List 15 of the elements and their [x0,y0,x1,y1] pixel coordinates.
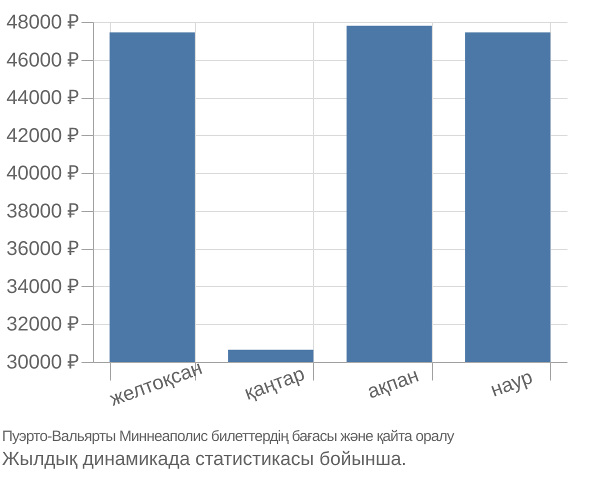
text: Жылдық динамикада статистикасы бойынша. [1,449,408,471]
text: Пуэрто-Вальярты Миннеаполис билеттердің бағасы және қайта оралу [1,428,456,445]
y-tick-label: 30000 ₽ [6,352,80,374]
y-tick-label: 36000 ₽ [6,238,80,260]
x-tick-label: қаңтар [242,362,308,405]
y-tick-label: 38000 ₽ [6,200,80,222]
y-tick-label: 34000 ₽ [6,276,80,298]
y-tick-label: 46000 ₽ [6,49,80,72]
x-tick-label: наур [488,366,536,402]
y-tick-label: 40000 ₽ [6,162,80,185]
y-tick-label: 42000 ₽ [6,124,80,147]
y-tick-label: 32000 ₽ [6,314,80,336]
x-tick-label: ақпан [364,364,422,404]
y-tick-label: 48000 ₽ [6,12,80,34]
y-tick-label: 44000 ₽ [6,87,80,110]
